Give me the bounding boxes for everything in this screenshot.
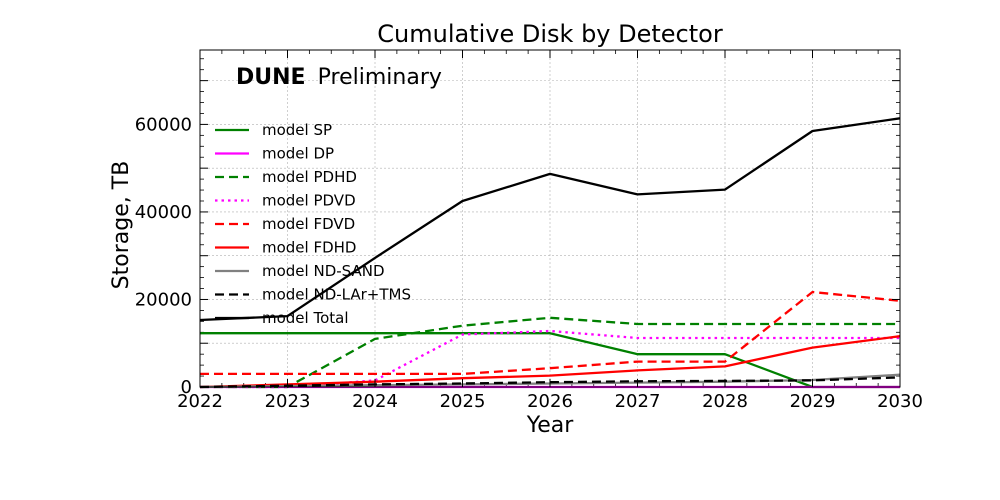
watermark-bold: DUNE bbox=[236, 65, 306, 90]
watermark-regular: Preliminary bbox=[318, 65, 442, 90]
x-tick-label: 2027 bbox=[615, 391, 661, 412]
series-layer bbox=[199, 117, 901, 389]
y-tick-label: 20000 bbox=[135, 289, 192, 310]
legend-label: model FDVD bbox=[262, 215, 355, 233]
legend-label: model Total bbox=[262, 309, 349, 327]
series-line-model-sp bbox=[200, 332, 900, 389]
y-tick-label: 40000 bbox=[135, 202, 192, 223]
x-axis-title: Year bbox=[526, 413, 575, 438]
y-tick-labels: 0 20000 40000 60000 bbox=[135, 114, 192, 398]
legend-label: model FDHD bbox=[262, 239, 356, 257]
grid bbox=[200, 50, 900, 387]
x-tick-labels: 2022 2023 2024 2025 2026 2027 2028 2029 2030 bbox=[177, 391, 923, 412]
series-line-model-fdvd bbox=[200, 290, 901, 376]
legend-label: model DP bbox=[262, 145, 334, 163]
legend: model SP model DP model PDHD model PDVD mode… bbox=[215, 121, 411, 327]
major-ticks bbox=[199, 50, 901, 387]
x-tick-label: 2025 bbox=[440, 391, 486, 412]
y-axis-title: Storage, TB bbox=[109, 161, 134, 290]
x-tick-label: 2022 bbox=[177, 391, 223, 412]
chart-title: Cumulative Disk by Detector bbox=[377, 20, 723, 48]
series-line-model-total bbox=[199, 117, 901, 322]
x-tick-label: 2030 bbox=[877, 391, 923, 412]
legend-label: model SP bbox=[262, 121, 332, 139]
x-tick-label: 2023 bbox=[265, 391, 311, 412]
legend-label: model PDHD bbox=[262, 168, 357, 186]
x-tick-label: 2028 bbox=[702, 391, 748, 412]
series-line-model-fdhd bbox=[199, 335, 901, 389]
legend-label: model PDVD bbox=[262, 192, 356, 210]
legend-label: model ND-SAND bbox=[262, 262, 385, 280]
legend-label: model ND-LAr+TMS bbox=[262, 286, 411, 304]
x-tick-label: 2026 bbox=[527, 391, 573, 412]
dune-preliminary-watermark: DUNE Preliminary bbox=[236, 65, 442, 90]
y-tick-label: 0 bbox=[181, 377, 192, 398]
x-tick-label: 2024 bbox=[352, 391, 398, 412]
y-tick-label: 60000 bbox=[135, 114, 192, 135]
x-tick-label: 2029 bbox=[790, 391, 836, 412]
series-line-model-pdhd bbox=[200, 316, 900, 389]
